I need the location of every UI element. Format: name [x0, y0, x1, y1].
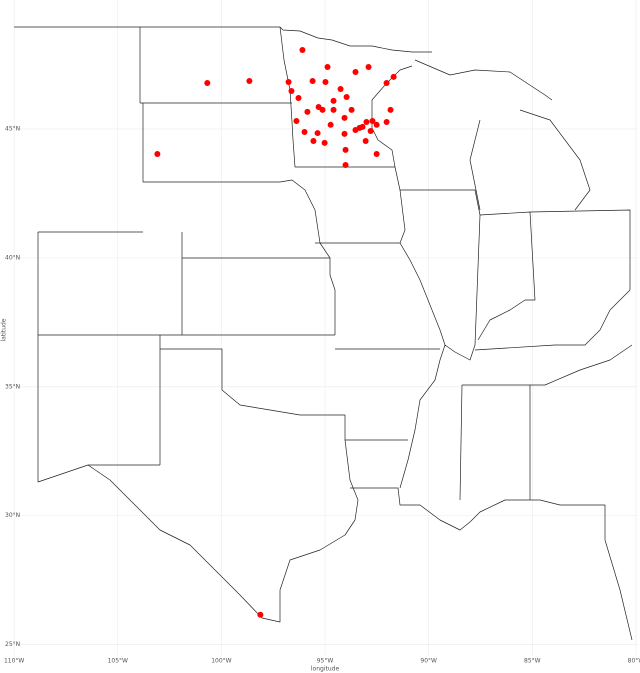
point [321, 139, 328, 146]
point [390, 73, 397, 80]
x-tick-label: 95°W [317, 658, 334, 665]
point [293, 117, 300, 124]
point [369, 117, 376, 124]
point [383, 118, 390, 125]
point [341, 130, 348, 137]
point [387, 106, 394, 113]
point [288, 88, 295, 95]
point [363, 118, 370, 125]
point [373, 150, 380, 157]
x-tick-label: 110°W [4, 658, 24, 665]
x-axis-label: longitude [311, 666, 340, 673]
point [285, 79, 292, 86]
point [299, 47, 306, 54]
point [341, 114, 348, 121]
point [301, 129, 308, 136]
point [373, 121, 380, 128]
point [295, 94, 302, 101]
point [362, 138, 369, 145]
point [246, 77, 253, 84]
y-tick-label: 40°N [5, 254, 20, 261]
point [257, 611, 264, 618]
x-tick-label: 85°W [524, 658, 541, 665]
x-tick-label: 90°W [420, 658, 437, 665]
point [343, 93, 350, 100]
point [304, 108, 311, 115]
grid [10, 0, 638, 655]
point [154, 150, 161, 157]
y-axis-label: latitude [1, 318, 8, 341]
point [356, 124, 363, 131]
point [337, 85, 344, 92]
point [367, 128, 374, 134]
point [383, 80, 390, 87]
y-tick-label: 45°N [5, 125, 20, 132]
point [330, 106, 337, 113]
y-tick-label: 30°N [5, 512, 20, 519]
point [330, 97, 337, 104]
point [365, 64, 372, 71]
point [310, 138, 317, 145]
y-tick-label: 35°N [5, 383, 20, 390]
point [352, 68, 359, 75]
point [342, 162, 349, 169]
point [342, 146, 349, 153]
state-boundaries [14, 26, 633, 641]
point [314, 130, 321, 137]
point [309, 77, 316, 84]
point [204, 80, 211, 87]
point [348, 106, 355, 113]
x-tick-label: 80°W [628, 658, 640, 665]
x-tick-label: 100°W [211, 658, 231, 665]
point [319, 106, 326, 113]
point [324, 64, 331, 71]
x-tick-label: 105°W [108, 658, 128, 665]
point [327, 121, 334, 128]
point [322, 79, 329, 86]
y-tick-label: 25°N [5, 641, 20, 648]
